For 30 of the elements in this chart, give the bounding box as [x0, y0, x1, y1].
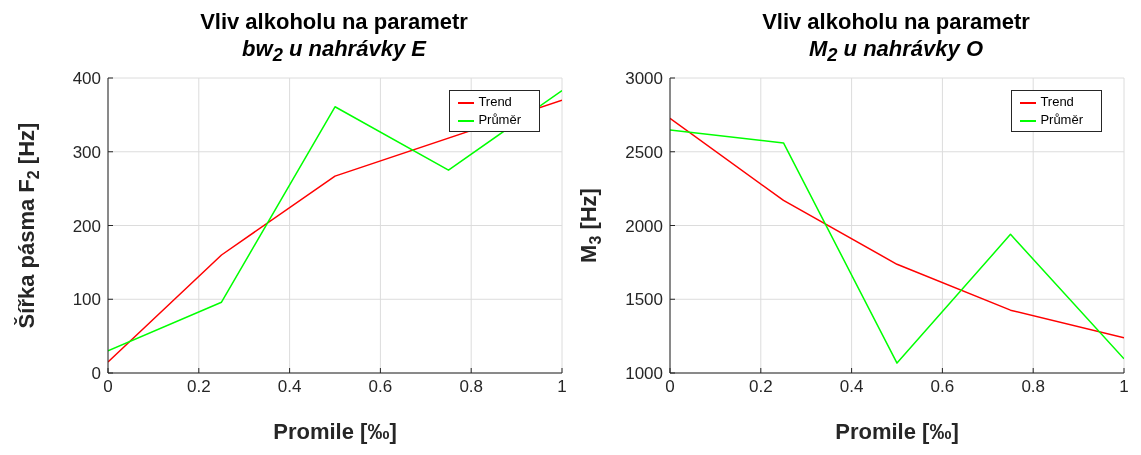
y-tick-label: 200 [72, 216, 101, 236]
y-tick-label: 2500 [625, 143, 663, 163]
chart-subtitle: bw$_{2}$ u nahrávky E [241, 35, 428, 68]
x-tick-label: 1 [557, 377, 567, 397]
x-tick-label: 0.6 [930, 377, 955, 397]
y-tick-label: 3000 [625, 69, 663, 89]
x-tick-label: 0.2 [748, 377, 773, 397]
x-tick-label: 0.6 [368, 377, 393, 397]
y-tick-label: 2000 [625, 216, 663, 236]
x-tick-label: 0.8 [1021, 377, 1046, 397]
y-tick-label: 400 [72, 69, 101, 89]
x-axis-title: Promile [‰] [273, 419, 397, 445]
x-tick-label: 0.4 [277, 377, 302, 397]
x-tick-label: 0.2 [186, 377, 211, 397]
y-tick-label: 1500 [625, 290, 663, 310]
x-axis-title: Promile [‰] [835, 419, 959, 445]
chart-title: Vliv alkoholu na parametr [199, 8, 469, 35]
legend-label: Průměr [1040, 112, 1083, 128]
legend-label: Trend [478, 94, 512, 110]
chart-title: Vliv alkoholu na parametr [761, 8, 1031, 35]
chart-subtitle: M$_{2}$ u nahrávky O [807, 35, 984, 68]
x-tick-label: 0.4 [839, 377, 864, 397]
y-tick-label: 0 [91, 364, 101, 384]
y-tick-label: 100 [72, 290, 101, 310]
x-tick-label: 1 [1119, 377, 1129, 397]
y-tick-label: 1000 [625, 364, 663, 384]
y-tick-label: 300 [72, 143, 101, 163]
legend-label: Trend [1040, 94, 1074, 110]
legend-label: Průměr [478, 112, 521, 128]
x-tick-label: 0.8 [459, 377, 484, 397]
